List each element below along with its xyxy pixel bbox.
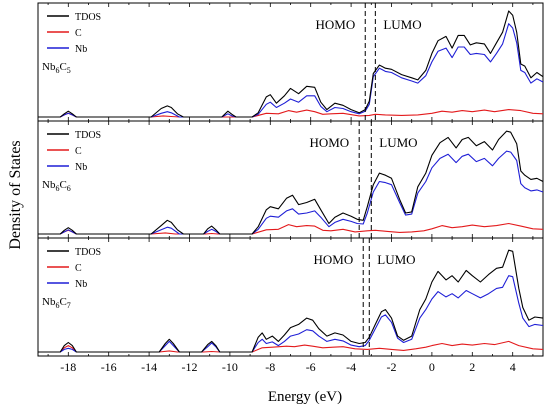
lumo-label: LUMO [377, 252, 415, 267]
compound-label: Nb6C6 [42, 179, 71, 193]
homo-label: HOMO [313, 252, 353, 267]
x-tick-label: -16 [101, 360, 117, 374]
compound-subscript: 6 [55, 184, 59, 193]
compound-label: Nb6C5 [42, 61, 71, 75]
compound-subscript: 5 [67, 66, 71, 75]
compound-subscript: 6 [55, 301, 59, 310]
compound-symbol: C [59, 179, 66, 191]
compound-subscript: 7 [67, 301, 71, 310]
legend: TDOS C Nb [47, 247, 101, 290]
lumo-label: LUMO [383, 17, 421, 32]
compound-symbol: Nb [42, 296, 56, 308]
homo-label: HOMO [316, 17, 356, 32]
lumo-label: LUMO [379, 135, 417, 150]
compound-subscript: 6 [55, 66, 59, 75]
x-axis-label: Energy (eV) [268, 389, 342, 405]
series-tdos [38, 10, 544, 118]
x-tick-label: -14 [141, 360, 157, 374]
legend-label-c: C [75, 263, 82, 274]
compound-symbol: C [59, 296, 66, 308]
panel-frame [37, 2, 544, 122]
legend-label-nb: Nb [75, 279, 87, 290]
series-nb [38, 23, 544, 118]
x-tick-label: -10 [222, 360, 238, 374]
legend-label-tdos: TDOS [75, 12, 101, 23]
legend-label-c: C [75, 28, 82, 39]
legend-label-nb: Nb [75, 162, 87, 173]
compound-symbol: C [59, 61, 66, 73]
x-tick-label: -18 [60, 360, 76, 374]
series-nb [38, 150, 544, 235]
x-tick-label: 2 [469, 360, 475, 374]
y-axis-label: Density of States [7, 140, 24, 249]
x-tick-label: -2 [387, 360, 397, 374]
x-tick-label: 0 [429, 360, 435, 374]
compound-subscript: 6 [67, 184, 71, 193]
series-tdos [38, 130, 544, 235]
panel-frame [37, 120, 544, 239]
legend-label-nb: Nb [75, 44, 87, 55]
series-nb [38, 275, 544, 353]
compound-label: Nb6C7 [42, 296, 71, 310]
x-tick-label: 4 [510, 360, 516, 374]
series-c [38, 109, 544, 118]
compound-symbol: Nb [42, 179, 56, 191]
x-tick-label: -12 [182, 360, 198, 374]
series-c [38, 222, 544, 235]
x-axis: -18 -16 -14 -12 -10 -8 -6 -4 -2 0 2 4 [60, 360, 515, 374]
x-tick-label: -4 [346, 360, 356, 374]
legend: TDOS C Nb [47, 130, 101, 173]
legend-label-tdos: TDOS [75, 130, 101, 141]
series-tdos [38, 249, 544, 353]
x-tick-label: -8 [265, 360, 275, 374]
homo-label: HOMO [309, 135, 349, 150]
legend: TDOS C Nb [47, 12, 101, 55]
legend-label-c: C [75, 146, 82, 157]
compound-symbol: Nb [42, 61, 56, 73]
panel-frame [37, 237, 544, 357]
series-c [38, 340, 544, 353]
x-tick-label: -6 [306, 360, 316, 374]
legend-label-tdos: TDOS [75, 247, 101, 258]
